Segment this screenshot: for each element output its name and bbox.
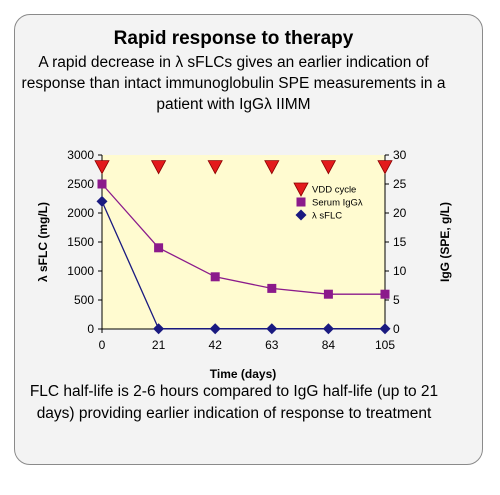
x-tick-label: 105 <box>375 338 395 352</box>
legend-label-0: VDD cycle <box>312 185 356 196</box>
legend-marker-2 <box>295 209 307 221</box>
legend-box <box>292 181 380 223</box>
y-right-tick-label: 20 <box>393 206 407 220</box>
legend-marker-0 <box>293 182 309 197</box>
x-axis-label: Time (days) <box>210 367 276 381</box>
y-left-tick-label: 2000 <box>67 206 94 220</box>
series-0-point <box>94 160 110 175</box>
x-tick-label: 0 <box>99 338 106 352</box>
y-axis-left-label: λ sFLC (mg/L) <box>36 202 50 282</box>
legend-label-2: λ sFLC <box>312 211 342 222</box>
y-left-tick-label: 1000 <box>67 264 94 278</box>
series-2-point <box>153 323 165 335</box>
series-1-point <box>97 179 107 189</box>
y-right-tick-label: 25 <box>393 177 407 191</box>
x-tick-label: 63 <box>265 338 279 352</box>
series-0-point <box>207 160 223 175</box>
series-2-point <box>322 323 334 335</box>
y-right-tick-label: 15 <box>393 235 407 249</box>
y-left-tick-label: 3000 <box>67 148 94 162</box>
series-0-point <box>377 160 393 175</box>
chart-subtitle: A rapid decrease in λ sFLCs gives an ear… <box>21 54 446 113</box>
y-left-tick-label: 2500 <box>67 177 94 191</box>
series-1-point <box>210 272 220 282</box>
series-1-point <box>267 283 277 293</box>
chart-title: Rapid response to therapy <box>113 28 354 49</box>
y-axis-right-label: IgG (SPE, g/L) <box>438 202 452 282</box>
series-2-point <box>96 195 108 207</box>
y-left-tick-label: 500 <box>74 293 94 307</box>
legend-label-1: Serum IgGλ <box>312 198 363 209</box>
series-1-point <box>380 289 390 299</box>
y-left-tick-label: 1500 <box>67 235 94 249</box>
x-tick-label: 42 <box>209 338 223 352</box>
x-tick-label: 84 <box>322 338 336 352</box>
series-0-point <box>264 160 280 175</box>
series-1-point <box>154 243 164 253</box>
legend-marker-1 <box>296 197 306 207</box>
y-right-tick-label: 10 <box>393 264 407 278</box>
series-0-point <box>320 160 337 175</box>
series-2-point <box>266 323 278 335</box>
y-right-tick-label: 5 <box>393 293 400 307</box>
series-1-point <box>323 289 333 299</box>
x-tick-label: 21 <box>152 338 166 352</box>
y-right-tick-label: 0 <box>393 322 400 336</box>
series-line-2 <box>101 201 385 330</box>
y-right-tick-label: 30 <box>393 148 407 162</box>
series-2-point <box>209 323 221 335</box>
series-2-point <box>379 323 391 335</box>
series-0-point <box>150 160 167 175</box>
footer-note: FLC half-life is 2-6 hours compared to I… <box>29 383 439 422</box>
y-left-tick-label: 0 <box>87 322 94 336</box>
series-line-1 <box>101 183 385 295</box>
